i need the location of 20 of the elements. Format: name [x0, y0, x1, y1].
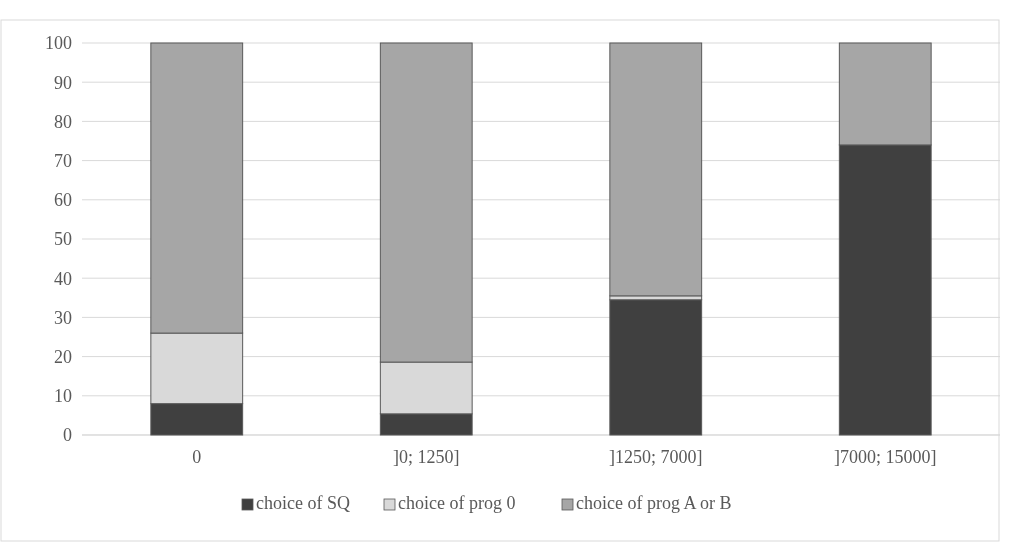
legend-label: choice of prog A or B [576, 493, 732, 513]
y-tick-label: 20 [54, 346, 72, 367]
x-tick-label: ]1250; 7000] [609, 447, 703, 467]
y-tick-label: 50 [54, 229, 72, 250]
y-tick-label: 30 [54, 307, 72, 328]
y-tick-label: 80 [54, 111, 72, 132]
x-tick-label: ]7000; 15000] [834, 447, 937, 467]
y-tick-label: 70 [54, 150, 72, 171]
y-tick-label: 100 [45, 33, 72, 54]
y-tick-label: 60 [54, 190, 72, 211]
bar [609, 299, 703, 436]
y-tick-label: 0 [63, 425, 72, 446]
y-tick-label: 90 [54, 72, 72, 93]
legend-label: choice of prog 0 [398, 493, 516, 513]
x-tick-label: 0 [192, 447, 202, 467]
y-tick-label: 10 [54, 386, 72, 407]
y-tick-label: 40 [54, 268, 72, 289]
x-tick-label: ]0; 1250] [393, 447, 460, 467]
bar [609, 42, 703, 297]
legend-label: choice of SQ [256, 493, 350, 513]
